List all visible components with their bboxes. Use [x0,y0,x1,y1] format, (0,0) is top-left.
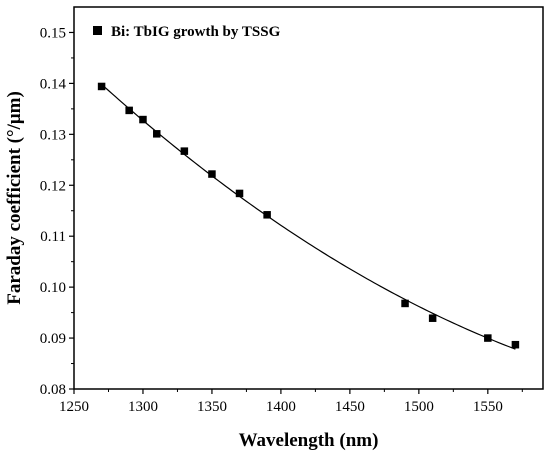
y-tick-label: 0.08 [40,382,66,398]
x-tick-label: 1300 [128,399,158,415]
data-point [263,211,271,219]
y-tick-label: 0.09 [40,331,66,347]
data-point [401,299,409,308]
data-point [484,334,492,342]
y-tick-label: 0.15 [40,25,66,41]
x-tick-label: 1400 [266,399,296,415]
data-point [208,170,216,178]
x-axis-label: Wavelength (nm) [239,430,379,451]
legend-marker [93,26,102,35]
y-tick-label: 0.10 [40,280,66,296]
y-axis-ticks: 0.08 0.09 0.10 0.11 0.12 0.13 0.14 0.15 [40,25,74,398]
data-point [511,340,520,349]
plot-frame [73,6,544,390]
y-tick-label: 0.11 [40,229,66,245]
data-point [180,147,189,155]
legend: Bi: TbIG growth by TSSG [93,24,281,40]
data-point [428,314,437,322]
fit-curve [101,83,516,350]
legend-entry: Bi: TbIG growth by TSSG [111,24,281,40]
data-points [97,82,520,349]
x-axis-ticks: 1250 1300 1350 1400 1450 1500 1550 [59,389,523,415]
x-tick-label: 1250 [59,399,89,415]
data-point [97,82,106,91]
data-point [235,189,244,198]
x-tick-label: 1450 [335,399,365,415]
y-tick-label: 0.12 [40,178,66,194]
x-tick-label: 1500 [404,399,434,415]
y-tick-label: 0.13 [40,127,66,143]
x-tick-label: 1550 [473,399,503,415]
y-tick-label: 0.14 [40,76,67,92]
data-point [125,106,133,115]
y-axis-label: Faraday coefficient (°/μm) [4,91,25,305]
x-tick-label: 1350 [197,399,227,415]
data-point [139,115,147,124]
data-point [153,130,161,138]
